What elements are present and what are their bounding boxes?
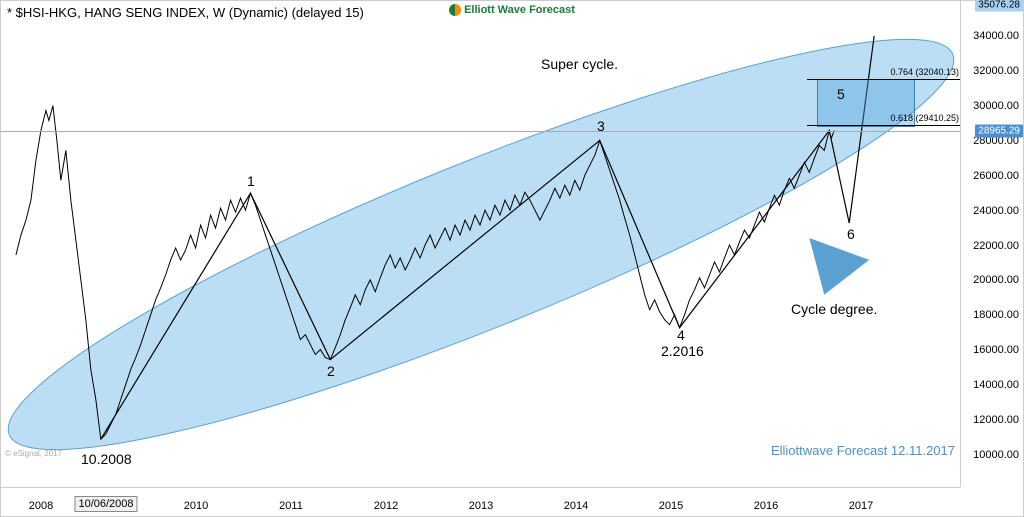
copyright-text: © eSignal, 2017	[5, 449, 62, 458]
fib-line-764	[807, 79, 961, 80]
fib-label-618: 0.618 (29410.25)	[890, 113, 959, 123]
fib-line-618	[807, 125, 961, 126]
x-tick: 2008	[29, 500, 53, 512]
y-tick: 30000.00	[973, 100, 1019, 112]
plot-svg	[1, 1, 961, 488]
annotation-wave4-date: 2.2016	[661, 343, 704, 359]
wave-label-4: 4	[677, 327, 685, 343]
y-tick: 20000.00	[973, 274, 1019, 286]
y-tick: 32000.00	[973, 65, 1019, 77]
y-tick: 18000.00	[973, 309, 1019, 321]
x-tick: 2015	[659, 500, 683, 512]
x-tick: 2012	[374, 500, 398, 512]
fib-label-764: 0.764 (32040.13)	[890, 67, 959, 77]
wave-label-5: 5	[837, 86, 845, 102]
annotation-cycle-degree: Cycle degree.	[791, 301, 877, 317]
top-price-box: 35076.28	[975, 0, 1023, 12]
y-tick: 34000.00	[973, 30, 1019, 42]
x-tick: 2017	[849, 500, 873, 512]
x-tick: 2010	[184, 500, 208, 512]
y-tick: 22000.00	[973, 240, 1019, 252]
chart-container: * $HSI-HKG, HANG SENG INDEX, W (Dynamic)…	[0, 0, 1024, 517]
annotation-super-cycle: Super cycle.	[541, 56, 618, 72]
x-tick: 2011	[279, 500, 303, 512]
current-price-line	[1, 131, 961, 133]
wave-label-3: 3	[597, 118, 605, 134]
y-tick: 10000.00	[973, 449, 1019, 461]
annotation-low-date: 10.2008	[81, 451, 132, 467]
wave-label-2: 2	[327, 363, 335, 379]
x-tick: 2013	[469, 500, 493, 512]
x-tick: 10/06/2008	[74, 496, 137, 512]
y-tick: 26000.00	[973, 170, 1019, 182]
x-tick: 2016	[754, 500, 778, 512]
y-tick: 16000.00	[973, 344, 1019, 356]
wave-label-1: 1	[247, 173, 255, 189]
y-tick: 24000.00	[973, 205, 1019, 217]
current-price-box: 28965.29	[975, 125, 1023, 138]
y-tick: 12000.00	[973, 414, 1019, 426]
wave-label-6: 6	[847, 226, 855, 242]
plot-area: 0.764 (32040.13) 0.618 (29410.25) Super …	[1, 1, 961, 488]
y-tick: 14000.00	[973, 379, 1019, 391]
cycle-degree-triangle	[809, 238, 869, 295]
x-tick: 2014	[564, 500, 588, 512]
x-axis: 2008 10/06/2008 2010 2011 2012 2013 2014 2015 20…	[1, 487, 961, 516]
y-axis: 35076.28 34000.0032000.0030000.0028000.0…	[960, 1, 1023, 486]
footer-credit: Elliottwave Forecast 12.11.2017	[771, 443, 955, 458]
